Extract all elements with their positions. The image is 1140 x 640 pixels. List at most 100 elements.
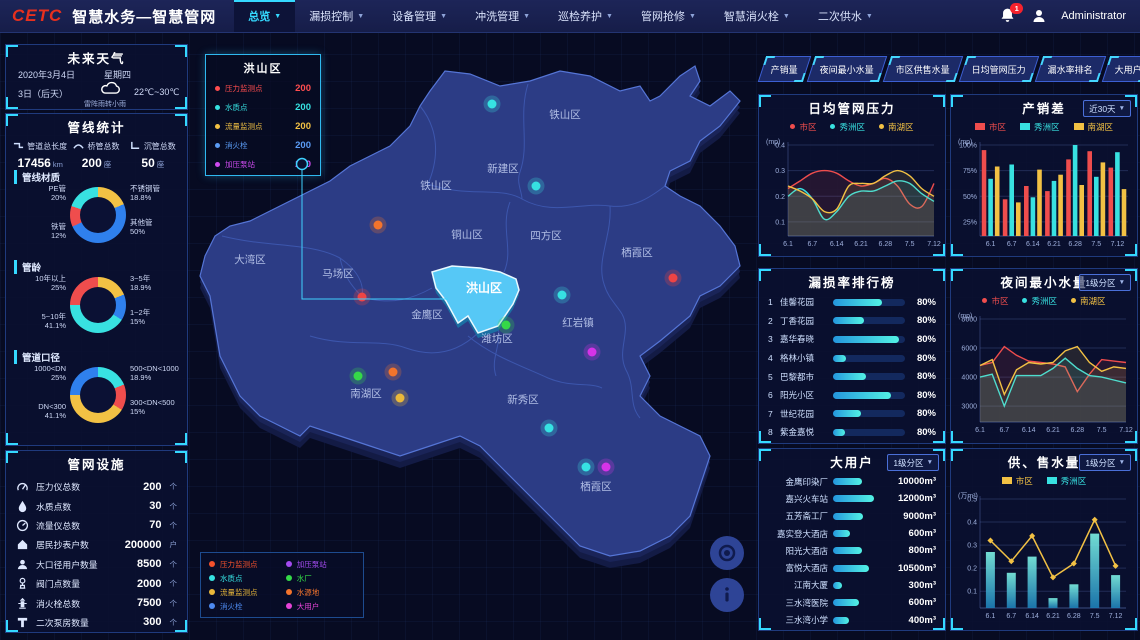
slice-name: 铁管 (51, 222, 66, 231)
facility-label: 水质点数 (36, 501, 72, 512)
slice-name: 300<DN<500 (130, 398, 175, 407)
legend-item-0: 压力监测点 (209, 557, 286, 571)
panel-title: 管线统计 (67, 120, 126, 135)
map-point-9[interactable] (395, 393, 405, 403)
legend-marker (1019, 123, 1030, 130)
svg-text:6.28: 6.28 (1071, 427, 1085, 434)
map-point-6[interactable] (501, 320, 511, 330)
panel-pipeline-stats: 管线统计 管道总长度 17456 km 桥管总数 200 座 沉管总数 50 座 管线材质 不锈钢… (5, 113, 188, 446)
tooltip-label: 流量监测点 (225, 122, 263, 131)
rank-row-6: 7 世纪花园 80% (759, 405, 945, 424)
rank-row-6: 江南大厦 300m³ (759, 577, 945, 594)
nav-item-1[interactable]: 漏损控制 ▼ (295, 0, 378, 32)
nav-item-6[interactable]: 智慧消火栓 ▼ (710, 0, 804, 32)
locate-button[interactable] (710, 536, 744, 570)
map-point-3[interactable] (357, 292, 367, 302)
quick-button-4[interactable]: 漏水率排名 (1034, 56, 1107, 82)
svg-text:6.21: 6.21 (1046, 613, 1060, 620)
map-point-0[interactable] (487, 99, 497, 109)
map-point-5[interactable] (557, 290, 567, 300)
chevron-down-icon: ▼ (1118, 279, 1125, 286)
user-avatar-icon[interactable] (1031, 8, 1047, 24)
stat-label-text: 沉管总数 (143, 142, 176, 151)
nav-item-7[interactable]: 二次供水 ▼ (804, 0, 887, 32)
panel-title: 管网设施 (67, 457, 126, 472)
nav-item-3[interactable]: 冲洗管理 ▼ (461, 0, 544, 32)
facility-value: 70 (149, 519, 162, 532)
zone-dropdown[interactable]: 1级分区 ▼ (1079, 454, 1131, 471)
district-hongshan-highlight[interactable] (431, 265, 520, 334)
facility-value: 300 (143, 616, 162, 629)
district-label-3: 铜山区 (451, 229, 483, 241)
legend-item-2: 南湖区 (1073, 121, 1113, 133)
range-dropdown[interactable]: 近30天 ▼ (1083, 100, 1131, 117)
panel-sales: 产销差 近30天 ▼ 市区 秀洲区 南湖区 (mp) 25% 50% 75% 100% 6.1 6… (950, 94, 1138, 257)
tooltip-label: 水质点 (225, 103, 248, 112)
map-point-4[interactable] (668, 273, 678, 283)
bar-track (833, 354, 905, 362)
facility-list: 压力仪总数 200 个水质点数 30 个流量仪总数 70 个居民抄表户数 200000 户大口径… (6, 475, 187, 632)
map-point-12[interactable] (581, 462, 591, 472)
facility-value: 200 (143, 480, 162, 493)
svg-text:6.14: 6.14 (830, 241, 844, 248)
quick-button-2[interactable]: 市区供售水量 (882, 56, 964, 82)
tooltip-value: 200 (295, 121, 311, 132)
row-value: 400m³ (908, 614, 936, 626)
stat-value: 17456 km (17, 156, 63, 170)
notification-bell-icon[interactable]: 1 (999, 3, 1024, 25)
donut-section-0: 管线材质 不锈钢管 18.8% 其他管 50% 铁管 12% PE管 20% (6, 170, 187, 260)
legend-label: 水质点 (220, 573, 243, 583)
donut-hole (80, 377, 116, 413)
stat-value: 50 座 (141, 156, 165, 170)
map-point-10[interactable] (587, 347, 597, 357)
slice-name: PE管 (48, 184, 66, 193)
svg-text:(mp): (mp) (958, 313, 972, 320)
legend-item-1: 水质点 (209, 571, 286, 585)
pipeline-stat-row: 管道总长度 17456 km 桥管总数 200 座 沉管总数 50 座 (6, 138, 187, 170)
map-point-8[interactable] (388, 367, 398, 377)
quick-button-3[interactable]: 日均管网压力 (958, 56, 1040, 82)
rank-number: 1 (768, 297, 773, 308)
quick-button-5[interactable]: 大用户 (1101, 56, 1140, 82)
zone-dropdown[interactable]: 1级分区 ▼ (1079, 274, 1131, 291)
map-point-7[interactable] (353, 371, 363, 381)
quick-button-1[interactable]: 夜间最小水量 (806, 56, 888, 82)
info-button[interactable] (710, 578, 744, 612)
map-point-11[interactable] (544, 423, 554, 433)
slice-percent: 41.1% (44, 321, 66, 330)
nav-item-5[interactable]: 管网抢修 ▼ (627, 0, 710, 32)
legend-marker (1022, 298, 1028, 303)
row-name: 巴黎都市 (780, 371, 815, 382)
legend-label: 加压泵站 (296, 559, 327, 569)
nav-item-4[interactable]: 巡检养护 ▼ (544, 0, 627, 32)
map-point-2[interactable] (373, 220, 383, 230)
map-point-13[interactable] (601, 462, 611, 472)
zone-dropdown[interactable]: 1级分区 ▼ (887, 454, 939, 471)
legend-label: 市区 (991, 295, 1009, 306)
bar-track (833, 564, 883, 572)
facility-label: 压力仪总数 (36, 482, 80, 493)
row-value: 9000m³ (903, 510, 936, 522)
svg-text:6.1: 6.1 (975, 427, 985, 434)
rank-number: 8 (768, 427, 773, 438)
row-name: 阳光小区 (780, 390, 815, 401)
legend-marker (1073, 123, 1084, 130)
chart-legend: 市区 秀洲区 南湖区 (759, 119, 945, 134)
username: Administrator (1061, 10, 1126, 22)
panel-title: 漏损率排行榜 (808, 275, 896, 290)
slice-name: 5~10年 (41, 312, 66, 321)
bar-fill (833, 335, 899, 343)
chevron-down-icon: ▼ (926, 459, 933, 466)
nav-item-2[interactable]: 设备管理 ▼ (378, 0, 461, 32)
nav-item-0[interactable]: 总览 ▼ (234, 0, 296, 32)
slice-name: 1~2年 (130, 308, 151, 317)
nav-item-label: 智慧消火栓 (723, 11, 779, 23)
legend-marker (982, 298, 988, 303)
map-point-1[interactable] (531, 181, 541, 191)
notification-badge: 1 (1010, 3, 1024, 14)
quick-button-0[interactable]: 产销量 (757, 56, 812, 82)
row-value: 80% (916, 352, 936, 364)
legend-dot (209, 589, 215, 595)
row-name: 三水湾小学 (785, 615, 828, 626)
bar-track (833, 428, 905, 436)
